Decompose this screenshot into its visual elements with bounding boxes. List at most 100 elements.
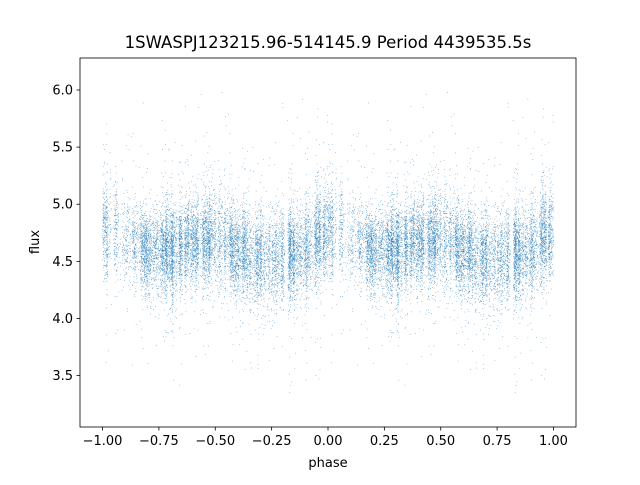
data-point xyxy=(329,239,330,240)
data-point xyxy=(183,261,184,262)
data-point xyxy=(128,211,129,212)
data-point xyxy=(407,260,408,261)
data-point xyxy=(332,190,333,191)
data-point xyxy=(357,136,358,137)
data-point xyxy=(307,215,308,216)
data-point xyxy=(278,255,279,256)
data-point xyxy=(477,238,478,239)
data-point xyxy=(504,273,505,274)
data-point xyxy=(122,204,123,205)
data-point xyxy=(349,222,350,223)
data-point xyxy=(251,278,252,279)
data-point xyxy=(325,241,326,242)
data-point xyxy=(407,250,408,251)
data-point xyxy=(414,214,415,215)
data-point xyxy=(206,255,207,256)
data-point xyxy=(206,249,207,250)
data-point xyxy=(240,259,241,260)
data-point xyxy=(355,198,356,199)
data-point xyxy=(298,261,299,262)
data-point xyxy=(354,231,355,232)
data-point xyxy=(355,262,356,263)
data-point xyxy=(533,247,534,248)
data-point xyxy=(306,288,307,289)
data-point xyxy=(430,245,431,246)
data-point xyxy=(175,204,176,205)
data-point xyxy=(166,274,167,275)
data-point xyxy=(353,258,354,259)
data-point xyxy=(352,267,353,268)
data-point xyxy=(302,230,303,231)
data-point xyxy=(156,238,157,239)
data-point xyxy=(465,246,466,247)
data-point xyxy=(553,207,554,208)
data-point xyxy=(355,245,356,246)
data-point xyxy=(234,244,235,245)
data-point xyxy=(543,199,544,200)
data-point xyxy=(236,305,237,306)
data-point xyxy=(298,245,299,246)
data-point xyxy=(120,243,121,244)
data-point xyxy=(331,222,332,223)
data-point xyxy=(131,267,132,268)
data-point xyxy=(414,260,415,261)
data-point xyxy=(281,209,282,210)
data-point xyxy=(513,250,514,251)
data-point xyxy=(345,257,346,258)
data-point xyxy=(191,273,192,274)
data-point xyxy=(155,238,156,239)
data-point xyxy=(419,243,420,244)
data-point xyxy=(176,246,177,247)
data-point xyxy=(130,234,131,235)
data-point xyxy=(164,288,165,289)
data-point xyxy=(103,238,104,239)
data-point xyxy=(327,115,328,116)
data-point xyxy=(320,293,321,294)
data-point xyxy=(332,133,333,134)
data-point xyxy=(550,178,551,179)
data-point xyxy=(369,227,370,228)
data-point xyxy=(181,364,182,365)
data-point xyxy=(417,222,418,223)
data-point xyxy=(349,193,350,194)
data-point xyxy=(205,282,206,283)
data-point xyxy=(130,200,131,201)
data-point xyxy=(108,224,109,225)
data-point xyxy=(205,228,206,229)
data-point xyxy=(130,219,131,220)
data-point xyxy=(383,244,384,245)
data-point xyxy=(206,212,207,213)
data-point xyxy=(433,223,434,224)
data-point xyxy=(192,234,193,235)
data-point xyxy=(346,279,347,280)
data-point xyxy=(276,251,277,252)
data-point xyxy=(417,216,418,217)
data-point xyxy=(482,252,483,253)
data-point xyxy=(384,233,385,234)
data-point xyxy=(546,211,547,212)
data-point xyxy=(308,276,309,277)
data-point xyxy=(327,246,328,247)
data-point xyxy=(392,294,393,295)
data-point xyxy=(256,276,257,277)
data-point xyxy=(468,202,469,203)
data-point xyxy=(182,246,183,247)
data-point xyxy=(429,248,430,249)
data-point xyxy=(351,227,352,228)
data-point xyxy=(331,226,332,227)
data-point xyxy=(187,253,188,254)
data-point xyxy=(124,247,125,248)
data-point xyxy=(519,232,520,233)
data-point xyxy=(188,260,189,261)
data-point xyxy=(351,251,352,252)
data-point xyxy=(208,266,209,267)
data-point xyxy=(325,233,326,234)
data-point xyxy=(350,330,351,331)
data-point xyxy=(356,251,357,252)
data-point xyxy=(519,231,520,232)
data-point xyxy=(123,212,124,213)
data-point xyxy=(122,260,123,261)
data-point xyxy=(295,353,296,354)
data-point xyxy=(354,223,355,224)
data-point xyxy=(258,264,259,265)
